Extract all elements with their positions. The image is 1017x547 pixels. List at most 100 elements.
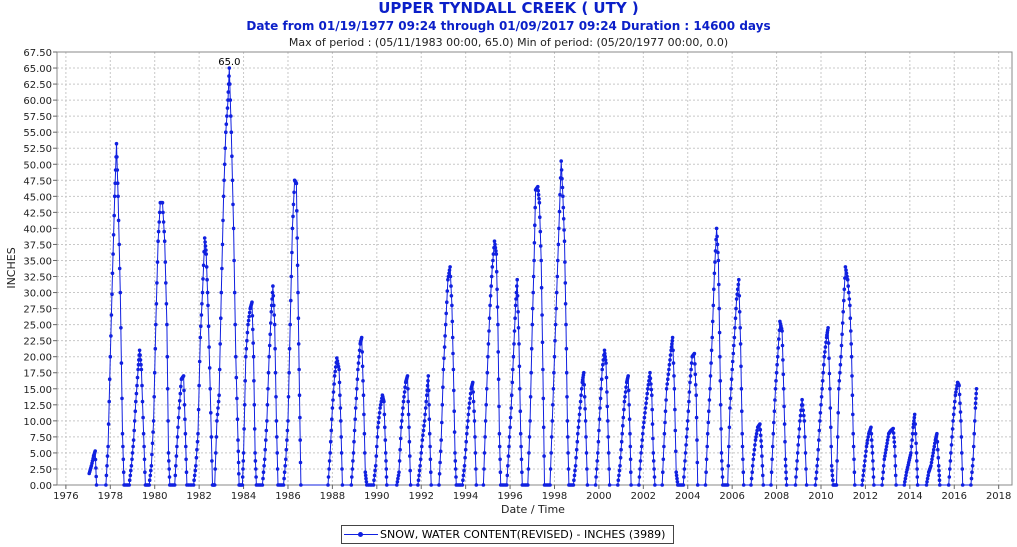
data-point-marker bbox=[826, 341, 831, 345]
data-point-marker bbox=[222, 162, 227, 167]
data-point bbox=[924, 483, 929, 487]
data-point bbox=[672, 387, 677, 391]
data-point-marker bbox=[201, 277, 205, 281]
data-point-marker bbox=[398, 447, 402, 452]
data-point bbox=[741, 483, 746, 487]
data-point-marker bbox=[865, 438, 870, 442]
data-point-marker bbox=[823, 350, 827, 354]
data-point-marker bbox=[336, 364, 341, 369]
data-point bbox=[217, 393, 221, 398]
data-point-marker bbox=[629, 470, 633, 475]
x-axis-label: Date / Time bbox=[501, 503, 565, 516]
x-tick-label: 1976 bbox=[53, 491, 78, 502]
data-point-marker bbox=[220, 242, 225, 247]
data-point-marker bbox=[373, 468, 377, 473]
data-point-marker bbox=[354, 396, 359, 401]
data-point bbox=[231, 226, 236, 231]
data-point-marker bbox=[149, 468, 153, 473]
data-point-marker bbox=[685, 427, 689, 431]
data-point-marker bbox=[453, 459, 458, 463]
data-point-marker bbox=[178, 391, 183, 396]
data-point-marker bbox=[914, 441, 918, 446]
data-point-marker bbox=[166, 419, 170, 423]
data-point bbox=[598, 406, 602, 410]
data-point bbox=[472, 419, 477, 423]
data-point bbox=[552, 354, 557, 359]
data-point bbox=[914, 451, 919, 455]
data-point bbox=[710, 335, 714, 340]
data-point-marker bbox=[463, 455, 467, 460]
data-point-marker bbox=[830, 473, 835, 478]
data-point-marker bbox=[234, 375, 239, 380]
data-point bbox=[511, 354, 516, 359]
data-point-marker bbox=[528, 395, 533, 399]
y-tick-label: 60.00 bbox=[23, 96, 52, 107]
data-point-marker bbox=[960, 467, 965, 471]
data-point-marker bbox=[823, 345, 828, 349]
data-point-marker bbox=[820, 379, 825, 383]
data-point-marker bbox=[548, 467, 553, 471]
data-point-marker bbox=[795, 459, 799, 463]
y-tick-label: 0.00 bbox=[30, 481, 52, 492]
data-point bbox=[94, 483, 99, 487]
data-point-marker bbox=[486, 342, 491, 346]
data-point-marker bbox=[339, 435, 344, 439]
data-point bbox=[418, 464, 422, 468]
data-point-marker bbox=[814, 470, 819, 475]
data-point-marker bbox=[770, 457, 774, 462]
data-point-marker bbox=[769, 470, 774, 475]
data-point bbox=[607, 483, 612, 487]
data-point-marker bbox=[740, 409, 744, 414]
data-point-marker bbox=[561, 217, 566, 221]
data-point-marker bbox=[598, 396, 603, 401]
data-point-marker bbox=[649, 387, 654, 392]
data-point-marker bbox=[93, 457, 98, 462]
data-point bbox=[272, 322, 277, 327]
data-point-marker bbox=[729, 387, 733, 391]
data-point-marker bbox=[705, 444, 709, 449]
data-point-marker bbox=[245, 338, 249, 343]
y-tick-label: 45.00 bbox=[23, 192, 52, 203]
data-point-marker bbox=[783, 439, 787, 444]
data-point-marker bbox=[218, 342, 222, 346]
x-tick-label: 2004 bbox=[675, 491, 700, 502]
data-point-marker bbox=[419, 451, 424, 455]
data-point-marker bbox=[184, 444, 188, 449]
data-point-marker bbox=[161, 220, 166, 224]
data-point-marker bbox=[605, 390, 609, 394]
data-point-marker bbox=[215, 412, 220, 417]
data-point bbox=[616, 483, 620, 487]
data-point-marker bbox=[617, 473, 621, 478]
data-point-marker bbox=[105, 454, 110, 458]
data-point-marker bbox=[871, 475, 876, 479]
data-point-marker bbox=[652, 475, 657, 479]
data-point-marker bbox=[871, 467, 875, 471]
data-point-marker bbox=[974, 391, 978, 396]
data-point-marker bbox=[827, 371, 832, 376]
data-point-marker bbox=[423, 406, 428, 410]
data-point-marker bbox=[452, 430, 457, 434]
data-point-marker bbox=[177, 399, 182, 403]
data-point-marker bbox=[716, 250, 720, 255]
data-point-marker bbox=[494, 269, 499, 274]
data-point-marker bbox=[932, 444, 937, 449]
data-point-marker bbox=[210, 459, 214, 463]
data-point bbox=[251, 354, 256, 359]
data-point bbox=[606, 419, 610, 423]
data-point-marker bbox=[815, 464, 819, 468]
data-point-marker bbox=[674, 473, 679, 478]
data-point bbox=[139, 367, 144, 372]
data-point-marker bbox=[774, 379, 778, 383]
data-point-marker bbox=[596, 439, 601, 444]
data-point-marker bbox=[816, 447, 820, 452]
x-tick-label: 1992 bbox=[409, 491, 434, 502]
data-point-marker bbox=[666, 377, 670, 382]
data-point-marker bbox=[246, 318, 251, 323]
data-point-marker bbox=[794, 475, 798, 479]
data-point-marker bbox=[649, 382, 653, 386]
data-point-marker bbox=[199, 313, 204, 317]
data-point-marker bbox=[150, 441, 155, 446]
data-point-marker bbox=[330, 417, 334, 422]
data-point-marker bbox=[377, 415, 381, 420]
y-tick-label: 22.50 bbox=[23, 337, 52, 348]
